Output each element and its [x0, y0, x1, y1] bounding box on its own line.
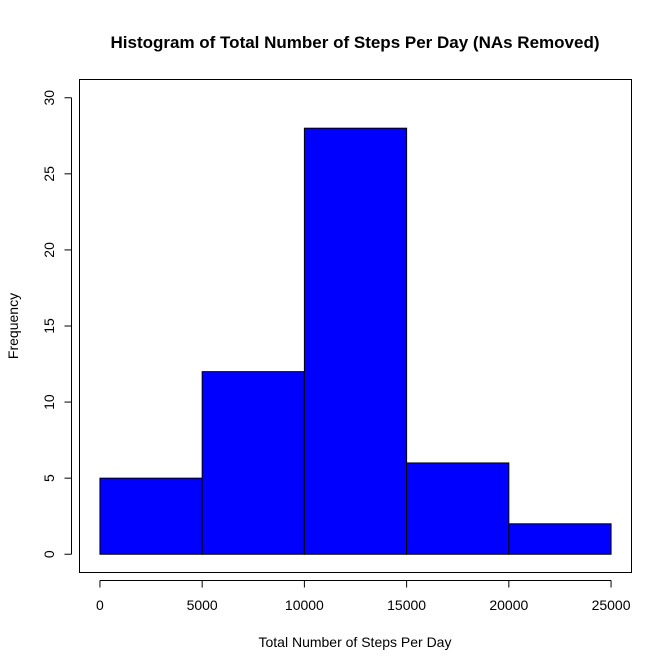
bar-1: [201, 371, 305, 555]
y-axis: 0 5 10 15 20 25 30: [41, 90, 72, 558]
x-tick-label-2: 10000: [285, 597, 324, 613]
x-tick-label-0: 0: [96, 597, 104, 613]
y-tick-label-0: 0: [41, 550, 57, 558]
y-tick-label-1: 5: [41, 474, 57, 482]
chart-title: Histogram of Total Number of Steps Per D…: [111, 33, 600, 52]
x-tick-label-3: 15000: [387, 597, 426, 613]
x-tick-label-4: 20000: [489, 597, 528, 613]
y-tick-label-3: 15: [41, 318, 57, 334]
x-axis: 0 5000 10000 15000 20000 25000: [96, 580, 631, 613]
y-tick-label-4: 20: [41, 242, 57, 258]
y-tick-label-6: 30: [41, 90, 57, 106]
x-tick-label-1: 5000: [187, 597, 218, 613]
bars-group: [99, 127, 612, 555]
y-axis-label: Frequency: [5, 293, 21, 359]
y-tick-label-5: 25: [41, 166, 57, 182]
bar-3: [406, 462, 510, 555]
x-tick-label-5: 25000: [592, 597, 631, 613]
plot-frame: [79, 79, 632, 573]
bar-4: [508, 523, 612, 555]
y-tick-label-2: 10: [41, 394, 57, 410]
x-axis-label: Total Number of Steps Per Day: [259, 634, 452, 650]
bar-2: [303, 127, 408, 555]
bar-0: [99, 477, 203, 555]
